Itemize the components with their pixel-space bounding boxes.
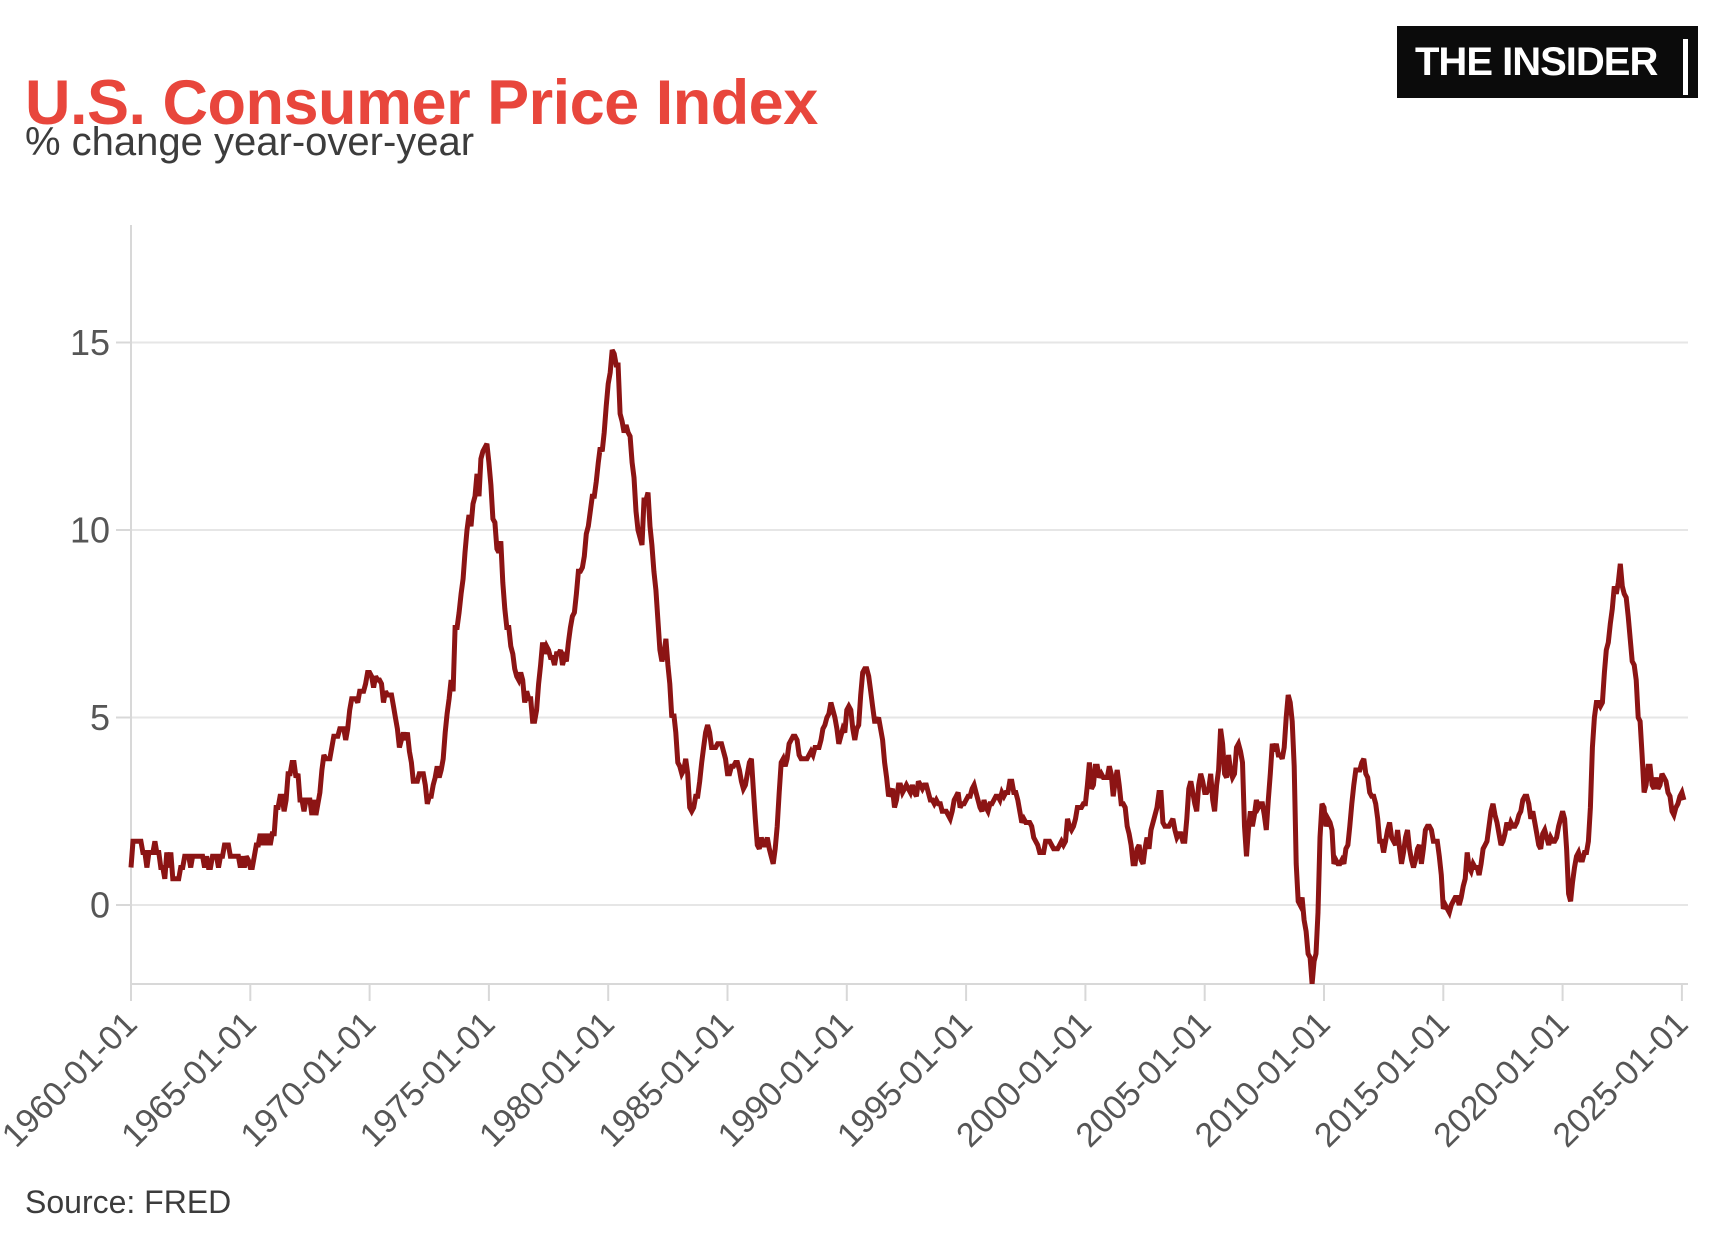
cpi-line (128, 348, 1687, 985)
y-tick-label: 0 (90, 885, 110, 926)
source-note: Source: FRED (25, 1184, 232, 1220)
logo-cursor-bar-icon (1683, 39, 1688, 95)
chart-subtitle: % change year-over-year (25, 120, 475, 164)
brand-logo-text: THE INSIDER (1415, 39, 1658, 84)
y-tick-label: 10 (70, 510, 110, 551)
y-tick-label: 15 (70, 322, 110, 363)
page-title: U.S. Consumer Price Index (25, 68, 818, 139)
brand-logo: THE INSIDER (1397, 26, 1698, 98)
y-tick-label: 5 (90, 697, 110, 738)
